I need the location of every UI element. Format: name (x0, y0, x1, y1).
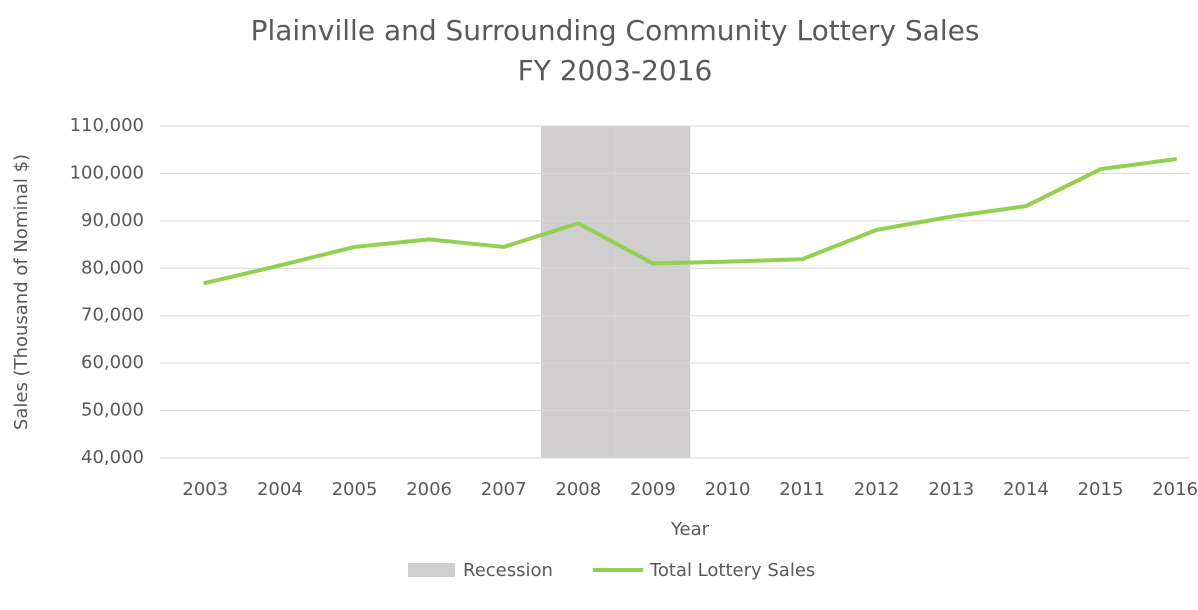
legend-label: Recession (463, 560, 553, 581)
x-tick-label: 2010 (705, 479, 751, 500)
y-tick-label: 70,000 (81, 305, 144, 326)
x-tick-label: 2003 (182, 479, 228, 500)
x-tick-label: 2013 (928, 479, 974, 500)
x-tick-label: 2011 (779, 479, 825, 500)
y-axis-label: Sales (Thousand of Nominal $) (11, 154, 32, 430)
sales-line (203, 157, 1178, 285)
y-tick-label: 110,000 (70, 115, 144, 136)
x-tick-label: 2004 (257, 479, 303, 500)
chart-subtitle: FY 2003-2016 (518, 54, 713, 87)
x-tick-label: 2008 (555, 479, 601, 500)
legend-swatch (408, 563, 455, 577)
x-tick-label: 2006 (406, 479, 452, 500)
legend-label: Total Lottery Sales (649, 560, 815, 581)
recession-bar (615, 126, 691, 458)
y-tick-label: 60,000 (81, 352, 144, 373)
y-tick-label: 80,000 (81, 257, 144, 278)
x-tick-label: 2016 (1152, 479, 1198, 500)
y-tick-label: 90,000 (81, 210, 144, 231)
recession-bar (541, 126, 616, 458)
x-tick-label: 2005 (332, 479, 378, 500)
x-tick-label: 2014 (1003, 479, 1049, 500)
y-tick-label: 100,000 (70, 162, 144, 183)
x-axis-label: Year (670, 519, 710, 540)
x-tick-label: 2015 (1078, 479, 1124, 500)
x-tick-label: 2012 (854, 479, 900, 500)
chart-title: Plainville and Surrounding Community Lot… (251, 14, 980, 47)
x-tick-label: 2007 (481, 479, 527, 500)
y-tick-label: 40,000 (81, 447, 144, 468)
x-tick-label: 2009 (630, 479, 676, 500)
y-tick-label: 50,000 (81, 400, 144, 421)
